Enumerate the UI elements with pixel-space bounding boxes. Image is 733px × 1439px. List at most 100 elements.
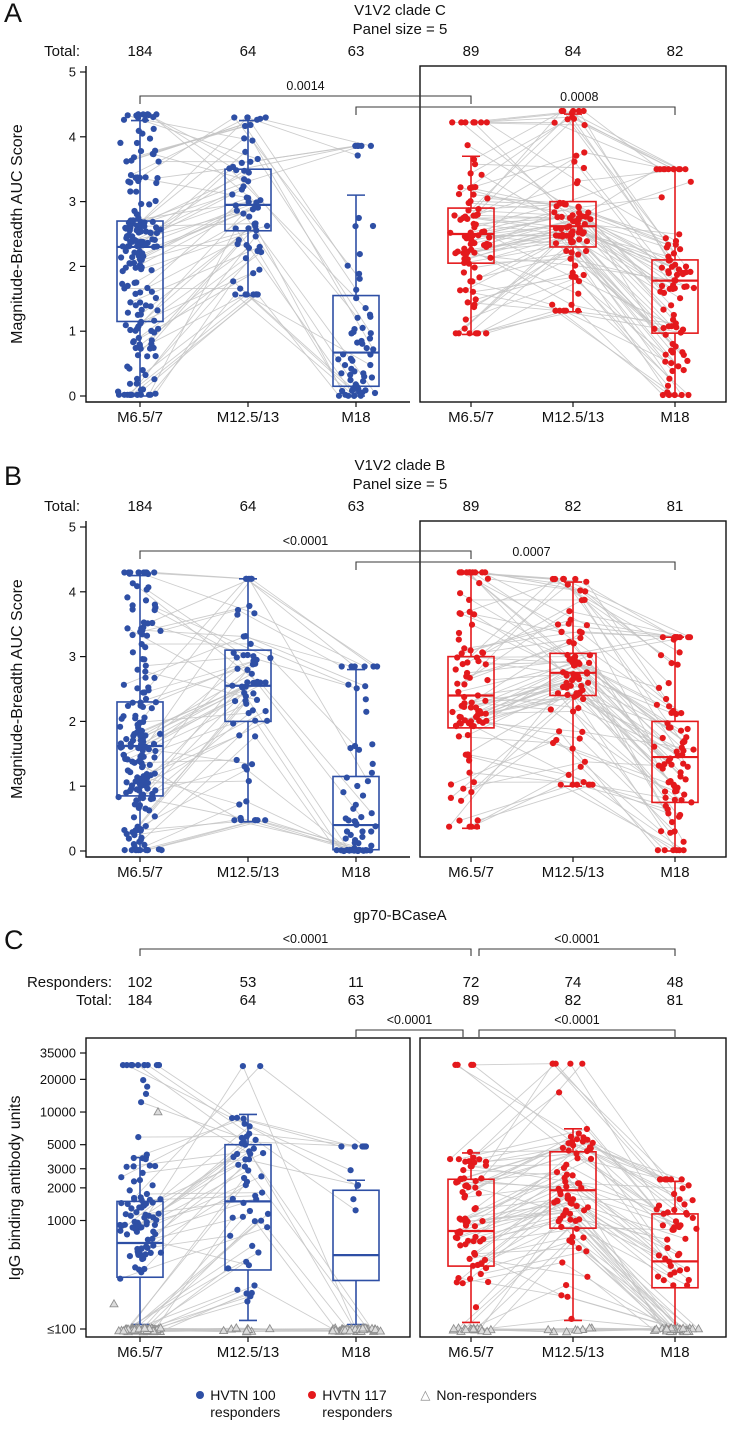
data-point [655,684,663,691]
data-point [127,299,134,306]
data-point [550,739,557,747]
data-point [229,163,237,170]
data-point [254,247,261,255]
spaghetti-line [571,112,681,170]
data-point [667,829,674,836]
data-point [127,743,134,750]
data-point [225,1265,232,1272]
data-point [129,1224,136,1231]
data-point [238,186,245,193]
spaghetti-line [473,118,575,217]
spaghetti-line [138,213,244,327]
data-point [458,569,465,576]
spaghetti-line [460,1167,565,1221]
data-point [670,707,677,715]
data-point [143,1190,150,1198]
legend-hvtn117-line1: HVTN 117 [322,1387,387,1403]
data-point [367,330,374,337]
spaghetti-line [154,1217,234,1330]
data-point [142,302,149,309]
data-point [231,817,238,824]
data-point [464,299,471,306]
spaghetti-line [572,214,673,268]
spaghetti-line [145,250,258,376]
x-axis-label: M6.5/7 [117,409,163,426]
y-tick-label: 0 [69,844,76,859]
data-point [471,611,478,618]
spaghetti-line [568,1142,664,1226]
data-point [233,654,240,661]
data-point [239,1063,246,1070]
spaghetti-line [474,1247,579,1255]
data-point [143,586,150,593]
spaghetti-line [472,276,576,293]
spaghetti-line [130,236,257,396]
spaghetti-line [154,1166,246,1235]
spaghetti-line [590,1148,681,1271]
data-point [142,662,149,669]
data-point [150,1242,157,1249]
data-point [140,775,147,783]
data-point [567,1060,574,1067]
data-point [690,746,697,753]
non-responder-triangle [358,1323,368,1332]
data-point [262,708,269,715]
data-point [671,391,678,399]
data-point [137,148,145,155]
data-point [475,1190,482,1197]
data-point [573,781,581,788]
data-point [150,125,157,132]
total-count: 81 [667,992,684,1009]
data-point [557,781,564,788]
spaghetti-line [578,1133,675,1211]
data-point [668,302,675,309]
data-point [573,1225,580,1232]
data-point [347,1167,354,1174]
spaghetti-line [566,1164,679,1226]
data-point [667,724,674,731]
spaghetti-line [557,692,671,834]
panel-b-title: V1V2 clade B Panel size = 5 [353,457,448,495]
y-tick-label: 2 [69,259,76,274]
data-point [152,147,159,154]
spaghetti-line [458,1277,568,1298]
data-point [682,166,689,173]
data-point [251,1282,258,1289]
data-point [147,229,154,237]
data-point [342,391,349,398]
data-point [120,116,128,123]
data-point [566,608,573,615]
data-point [157,730,164,737]
data-point [371,389,379,397]
data-point [564,116,571,123]
data-point [137,837,144,844]
spaghetti-line [578,1219,681,1331]
data-point [149,1182,156,1189]
data-point [456,1228,463,1235]
data-point [350,1196,357,1203]
data-point [482,697,489,704]
data-point [127,569,134,576]
data-point [581,221,588,228]
spaghetti-line [254,1285,334,1330]
data-point [233,1114,241,1121]
data-point [453,723,460,730]
data-point [363,345,370,352]
spaghetti-line [147,1239,250,1266]
data-point [580,695,587,703]
data-point [125,178,132,185]
spaghetti-line [468,755,578,786]
data-point [144,785,151,792]
spaghetti-line [574,664,671,759]
data-point [262,817,269,824]
data-point [247,640,254,647]
data-point [344,262,351,269]
data-point [682,1235,689,1242]
data-point [147,391,154,398]
data-point [126,243,133,250]
spaghetti-line [474,1191,561,1254]
data-point [562,1207,570,1214]
non-responder-triangle [693,1323,704,1333]
spaghetti-line [143,1220,256,1331]
data-point [468,699,475,706]
